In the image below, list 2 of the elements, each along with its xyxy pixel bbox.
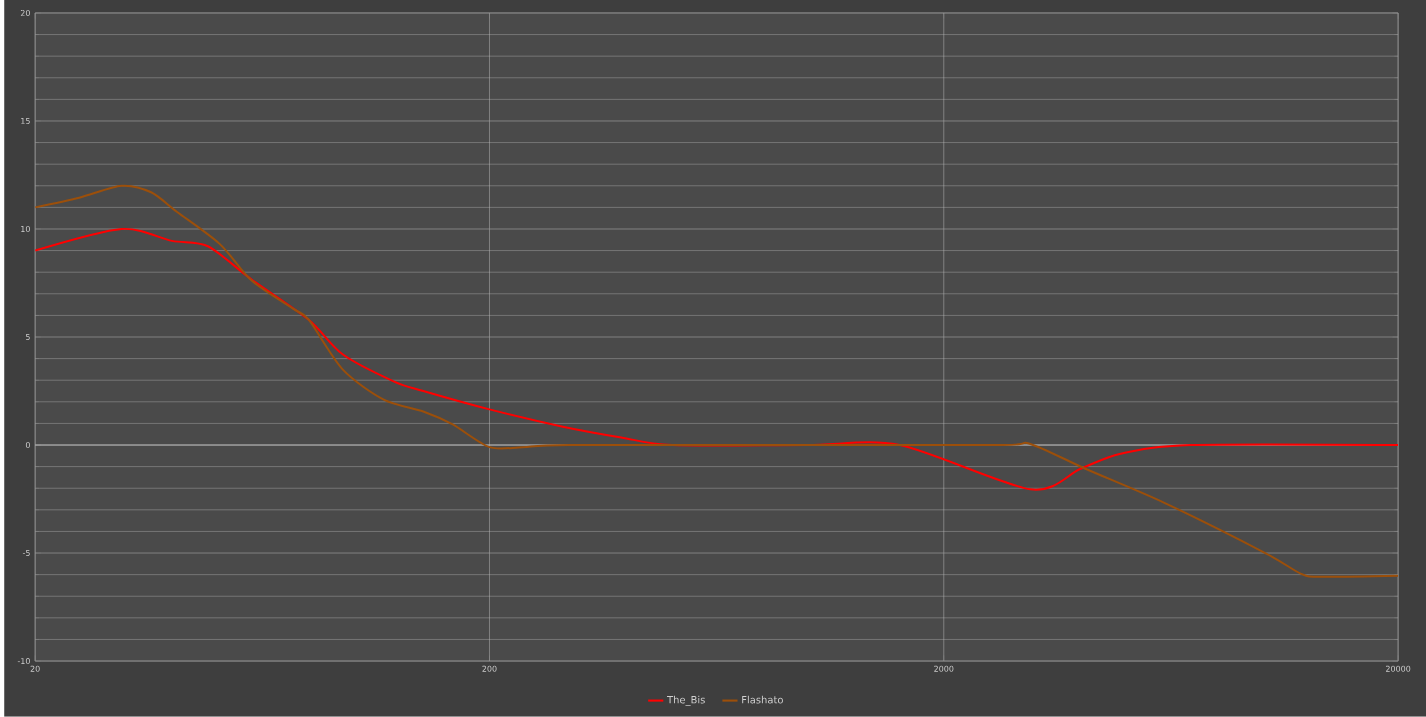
legend-label: Flashato	[742, 695, 783, 704]
legend-label: The_Bis	[667, 695, 705, 706]
